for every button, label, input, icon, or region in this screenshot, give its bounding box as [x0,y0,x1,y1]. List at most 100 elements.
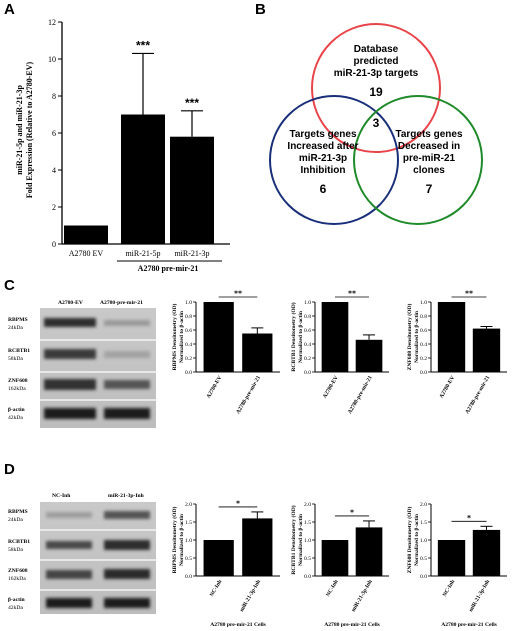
chart-c2-ytick-label: 1.0 [304,300,311,306]
chart-d3-bar [437,540,466,576]
blot-c-band-actin-ev [44,408,96,419]
chart-c1-ytick-label: 0.8 [185,314,192,320]
blot-c-band-rcbtb1-ev [44,349,96,359]
venn-diagram: Database predicted miR-21-3p targets 19 … [269,23,483,225]
chart-c1-category-label: A2780-pre-mir-21 [235,375,262,415]
blot-d-row-2-kda: 58kDa [8,547,23,553]
venn-left-line-1: Targets genes [289,129,356,140]
chart-d1-bar [242,518,273,576]
venn-left-line-2: Increased after [287,141,358,152]
chart-d3-ytick-label: 2.0 [420,502,427,508]
chart-d3-xlabel: A2780 pre-mir-21 Cells [441,622,497,628]
chart-d3-ytick-label: 1.0 [420,538,427,544]
blot-d-row-2-name: RCBTB1 [8,539,30,545]
blot-c-row-1-kda: 24kDa [8,325,23,331]
chart-c3-category-label: A2780-pre-mir-21 [465,375,492,415]
blot-d-band-rcbtb1-inh [104,540,150,550]
blot-c-row-2-name: RCBTB1 [8,348,30,354]
venn-circle-database [311,23,441,153]
chart-d3-bar [472,529,501,576]
chart-d2-ytick-label: 0.0 [304,574,311,580]
chart-a-ylabel-line-2: Fold Expression (Relative to A2780-EV) [25,62,34,199]
blot-d-band-rcbtb1-nc [46,541,92,549]
chart-a-ytick-label: 4 [52,166,56,175]
chart-c1-ytick-label: 1.0 [185,300,192,306]
venn-top-line-2: predicted [353,56,398,67]
chart-c3-category-label: A2780-EV [439,375,457,400]
chart-d2-xlabel: A2780 pre-mir-21 Cells [324,622,380,628]
chart-d2-ylabel-line-2: Normalized to β-actin [298,513,304,566]
venn-left-line-4: Inhibition [301,165,346,176]
chart-c2-ytick-label: 0.8 [304,314,311,320]
blot-c-row-4-kda: 42kDa [8,415,23,421]
blot-d-band-znf608-nc [46,570,92,579]
venn-left-count: 6 [320,182,327,196]
chart-c2-ytick-label: 0.0 [304,370,311,376]
chart-d1-ytick-label: 0.5 [185,556,192,562]
blot-c-band-znf608-pre [104,380,150,389]
venn-right-line-2: Decreased in [398,141,460,152]
blot-d-band-actin-inh [104,598,150,608]
chart-d2-ytick-label: 2.0 [304,502,311,508]
chart-c1-significance: ** [234,289,242,298]
chart-a-ytick-label: 6 [52,129,56,138]
chart-d1-ytick-label: 0.0 [185,574,192,580]
blot-c-column-1: A2780-EV [58,300,83,306]
chart-d2-ylabel-line-1: RCBTB1 Densitometry (OD) [290,505,297,574]
venn-right-count: 7 [426,182,433,196]
blot-d-row-3-kda: 162kDa [8,576,26,582]
chart-c1-ytick-label: 0.0 [185,370,192,376]
venn-top-line-3: miR-21-3p targets [334,68,419,79]
venn-top-count: 19 [369,85,383,99]
blot-d-band-rbpms-nc [46,512,92,518]
venn-right-line-3: pre-miR-21 [403,153,456,164]
chart-d1-bar [203,540,234,576]
chart-c2-ytick-label: 0.4 [304,342,311,348]
chart-d1-ytick-label: 2.0 [185,502,192,508]
blot-c-row-3-name: ZNF608 [8,378,28,384]
chart-d2-bar [321,540,349,576]
chart-c2-significance: ** [348,289,356,298]
chart-c3-ytick-label: 0.8 [420,314,427,320]
chart-a-ytick-label: 2 [52,203,56,212]
blot-c-band-znf608-ev [44,379,96,390]
panel-letter-a: A [4,1,15,18]
chart-c2-ylabel-line-1: RCBTB1 Densitometry (OD) [290,302,297,371]
chart-c3-bar [437,302,466,372]
chart-d2-bar [355,527,383,576]
chart-d3-category-label: NC-Inh [442,578,457,598]
chart-c3-ytick-label: 0.0 [420,370,427,376]
chart-c2-ytick-label: 0.6 [304,328,311,334]
venn-circle-decreased [353,95,483,225]
chart-a-ytick-label: 12 [48,18,56,27]
blot-c-band-rcbtb1-pre [104,351,150,358]
chart-d1-category-label: NC-Inh [209,578,224,598]
chart-c3-ytick-label: 0.6 [420,328,427,334]
chart-d3-ylabel-line-1: ZNF608 Densitometry (OD) [406,506,413,573]
chart-d1-category-label: miR-21-3p-Inh [239,578,263,613]
blot-c-band-actin-pre [104,408,150,419]
venn-circle-increased [269,95,399,225]
blot-c-row-2-kda: 58kDa [8,356,23,362]
chart-a-category-label: A2780 EV [69,249,104,258]
chart-d3-ylabel-line-2: Normalized to β-actin [414,513,420,566]
chart-a-bar [170,136,214,244]
venn-right-line-4: clones [413,165,445,176]
blot-c-band-rbpms-ev [44,318,96,327]
chart-c2-ylabel-line-2: Normalized to β-actin [298,310,304,363]
chart-a-bar [64,225,108,244]
chart-c1-ytick-label: 0.6 [185,328,192,334]
chart-d2-category-label: miR-21-3p-Inh [351,578,375,613]
blot-d-band-actin-nc [46,598,92,608]
panel-letter-d: D [4,461,15,478]
blot-c-band-rbpms-pre [104,320,150,326]
chart-d3-ytick-label: 0.0 [420,574,427,580]
chart-d1-ylabel-line-2: Normalized to β-actin [179,513,185,566]
chart-a-ytick-label: 0 [52,240,56,249]
chart-a-significance: *** [136,38,150,52]
blot-c-column-2: A2780-pre-mir-21 [100,300,143,306]
blot-d-row-4-name: β-actin [8,597,26,603]
chart-c2-bar [355,339,383,372]
blot-d-row-3-name: ZNF608 [8,568,28,574]
blot-c-row-3-kda: 162kDa [8,386,26,392]
